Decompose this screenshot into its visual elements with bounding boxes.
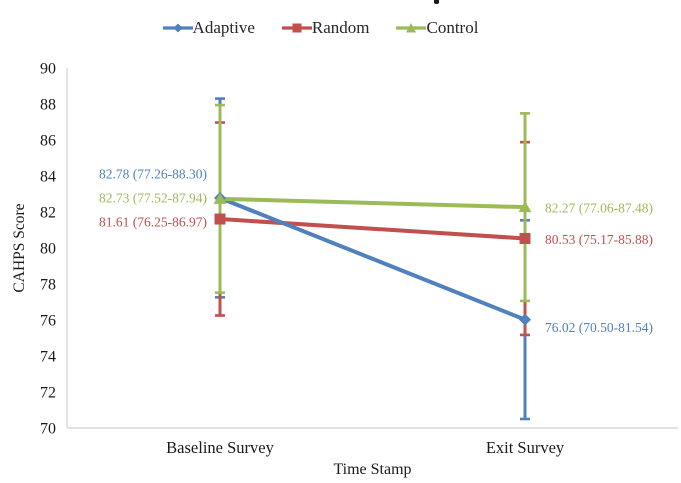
category-label: Exit Survey <box>486 438 565 457</box>
y-tick-label: 80 <box>40 241 56 258</box>
data-label-random: 81.61 (76.25-86.97) <box>99 215 207 230</box>
legend-label-random: Random <box>311 18 370 37</box>
y-tick-label: 74 <box>40 349 56 366</box>
legend-label-control: Control <box>426 18 479 37</box>
y-tick-label: 88 <box>40 97 56 114</box>
y-tick-label: 76 <box>40 313 56 330</box>
data-label-control: 82.73 (77.52-87.94) <box>99 190 207 205</box>
y-tick-label: 70 <box>40 421 56 438</box>
marker-square-random <box>214 213 226 225</box>
y-tick-label: 82 <box>40 205 56 222</box>
x-axis-title: Time Stamp <box>333 461 412 478</box>
y-axis-title: CAHPS Score <box>11 203 28 293</box>
y-tick-label: 86 <box>40 133 56 150</box>
marker-triangle-control <box>518 201 532 213</box>
legend-item-adaptive: Adaptive <box>162 18 255 37</box>
legend-item-control: Control <box>396 19 478 36</box>
marker-triangle-control <box>213 192 227 204</box>
control-triangle-legend-icon <box>396 22 427 32</box>
data-label-random: 80.53 (75.17-85.88) <box>545 232 653 247</box>
random-square-legend-icon <box>281 23 312 32</box>
legend-item-random: Random <box>281 18 370 37</box>
y-tick-label: 78 <box>40 277 56 294</box>
y-tick-label: 84 <box>40 169 56 186</box>
cropped-title-fragment <box>434 0 439 4</box>
marker-diamond-adaptive <box>519 313 531 326</box>
legend-label-adaptive: Adaptive <box>192 18 255 37</box>
series-line-control <box>219 196 526 210</box>
series-line-adaptive <box>219 196 526 322</box>
series-line-random <box>219 217 526 241</box>
data-label-control: 82.27 (77.06-87.48) <box>545 201 653 216</box>
data-label-adaptive: 76.02 (70.50-81.54) <box>545 320 653 335</box>
y-tick-label: 90 <box>40 61 56 78</box>
data-label-adaptive: 82.78 (77.26-88.30) <box>99 166 207 181</box>
marker-square-random <box>519 232 531 244</box>
category-label: Baseline Survey <box>166 438 274 457</box>
y-tick-label: 72 <box>40 385 56 402</box>
adaptive-diamond-legend-icon <box>162 23 193 32</box>
legend: Adaptive Random Control <box>0 19 681 36</box>
